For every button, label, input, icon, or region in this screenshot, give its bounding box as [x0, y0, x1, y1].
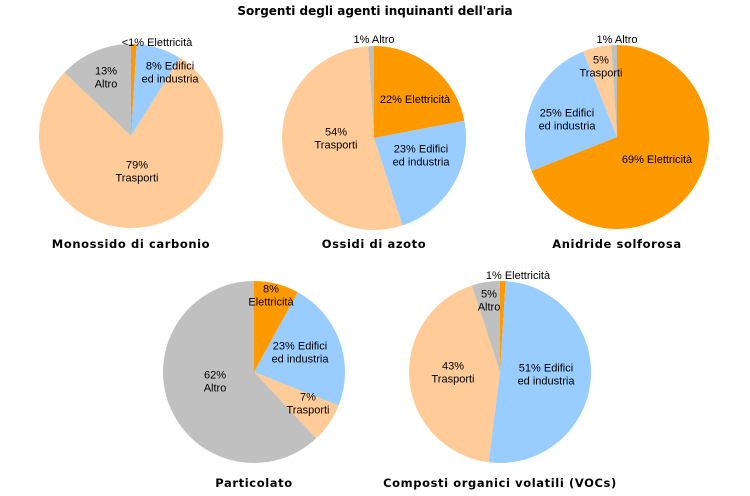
- pie-title: Monossido di carbonio: [52, 237, 210, 251]
- slice-label-line: 7%: [300, 392, 316, 404]
- pie-slice: [374, 46, 465, 138]
- pie-chart: 69% Elettricità 25% Edifici ed industria 5%…: [524, 34, 709, 251]
- pie-slice: [163, 281, 317, 464]
- slice-label-line: 8%: [263, 284, 279, 296]
- pie-slice: [408, 285, 500, 463]
- pie-chart: <1% Elettricità 8% Edifici ed industria 79%…: [38, 37, 223, 251]
- pie-title: Anidride solforosa: [552, 237, 681, 251]
- slice-label-line: 79%: [126, 160, 148, 172]
- slice-label-line: Altro: [204, 383, 227, 395]
- pie-chart: 8% Elettricità 23% Edifici ed industria 7% Tr…: [163, 281, 345, 490]
- slice-label-line: Trasporti: [287, 405, 330, 417]
- slice-label-line: <1% Elettricità: [122, 37, 193, 49]
- slice-label: <1% Elettricità: [122, 37, 193, 49]
- pie-slice: [282, 46, 403, 230]
- slice-label-line: 13%: [95, 66, 117, 78]
- slice-label-line: Trasporti: [432, 374, 475, 386]
- slice-label-line: ed industria: [539, 121, 597, 133]
- pie-slice: [471, 281, 500, 372]
- slice-label-line: ed industria: [518, 376, 576, 388]
- slice-label-line: 1% Altro: [354, 34, 395, 46]
- slice-label-line: 23% Edifici: [273, 341, 327, 353]
- slice-label-line: Trasporti: [116, 173, 159, 185]
- slice-label: 5% Altro: [478, 289, 501, 314]
- pie-slice: [131, 44, 180, 136]
- pie-slice: [531, 45, 709, 230]
- slice-label: 43% Trasporti: [432, 361, 475, 386]
- slice-label: 1% Altro: [354, 34, 395, 46]
- pie-title: Particolato: [215, 476, 292, 490]
- pie-slice: [500, 281, 506, 372]
- slice-label: 23% Edifici ed industria: [393, 144, 451, 169]
- slice-label-line: 25% Edifici: [540, 108, 594, 120]
- slice-label-line: Altro: [95, 79, 118, 91]
- slice-label-line: Trasporti: [315, 140, 358, 152]
- slice-label: 13% Altro: [95, 66, 118, 91]
- slice-label-line: 62%: [204, 370, 226, 382]
- slice-label: 51% Edifici ed industria: [518, 363, 576, 388]
- slice-label-line: Elettricità: [248, 297, 294, 309]
- pie-chart: 22% Elettricità 23% Edifici ed industria 54…: [282, 34, 467, 251]
- slice-label: 25% Edifici ed industria: [539, 108, 597, 133]
- slice-label-line: 5%: [481, 289, 497, 301]
- slice-label-line: 8% Edifici: [146, 61, 194, 73]
- pie-slice: [611, 44, 617, 137]
- slice-label-line: ed industria: [393, 157, 451, 169]
- slice-label-line: 1% Altro: [597, 34, 638, 46]
- slice-label: 7% Trasporti: [287, 392, 330, 417]
- main-title: Sorgenti degli agenti inquinanti dell'ar…: [237, 4, 512, 18]
- pie-title: Ossidi di azoto: [322, 237, 427, 251]
- slice-label: 69% Elettricità: [622, 154, 693, 166]
- slice-label-line: 5%: [593, 55, 609, 67]
- slice-label: 62% Altro: [204, 370, 227, 395]
- slice-label-line: 43%: [442, 361, 464, 373]
- slice-label: 8% Edifici ed industria: [142, 61, 200, 86]
- slice-label-line: 1% Elettricità: [486, 270, 551, 282]
- slice-label-line: 23% Edifici: [394, 144, 448, 156]
- slice-label: 23% Edifici ed industria: [272, 341, 330, 366]
- slice-label: 1% Altro: [597, 34, 638, 46]
- pie-slice: [524, 51, 617, 171]
- pie-slice: [64, 44, 131, 136]
- pie-slice: [374, 120, 467, 226]
- slice-label: 5% Trasporti: [580, 55, 623, 80]
- slice-label-line: 69% Elettricità: [622, 154, 693, 166]
- pie-slice: [131, 44, 137, 136]
- slice-label: 22% Elettricità: [380, 94, 451, 106]
- slice-label-line: 22% Elettricità: [380, 94, 451, 106]
- pie-slice: [38, 58, 223, 229]
- slice-label-line: Altro: [478, 302, 501, 314]
- pie-slice: [583, 45, 617, 137]
- slice-label: 8% Elettricità: [248, 284, 294, 309]
- slice-label-line: ed industria: [142, 74, 200, 86]
- slice-label-line: ed industria: [272, 354, 330, 366]
- slice-label-line: Trasporti: [580, 68, 623, 80]
- pie-slice: [254, 281, 298, 372]
- slice-label-line: 51% Edifici: [519, 363, 573, 375]
- slice-label: 1% Elettricità: [486, 270, 551, 282]
- pie-slice: [254, 372, 339, 439]
- slice-label: 54% Trasporti: [315, 127, 358, 152]
- pie-chart: 1% Elettricità 51% Edifici ed industria 43%…: [383, 270, 617, 490]
- pie-slice: [488, 281, 592, 464]
- pie-title: Composti organici volatili (VOCs): [383, 476, 617, 490]
- pie-slice: [254, 292, 345, 406]
- pie-slice: [368, 45, 374, 138]
- slice-label-line: 54%: [325, 127, 347, 139]
- slice-label: 79% Trasporti: [116, 160, 159, 185]
